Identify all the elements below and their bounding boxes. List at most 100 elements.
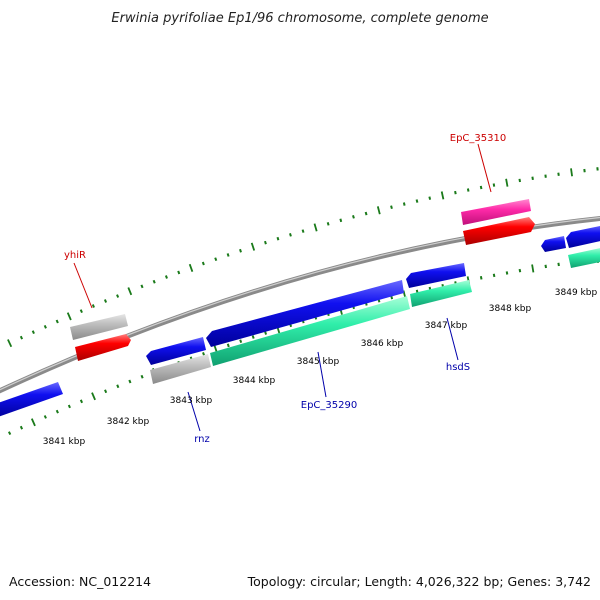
outer-minor-tick [239, 248, 242, 253]
inner-minor-tick [505, 271, 509, 275]
gene-teal-b[interactable] [410, 280, 472, 307]
gene-blue-a[interactable] [146, 337, 206, 365]
outer-minor-tick [557, 172, 560, 176]
inner-minor-tick [128, 379, 132, 384]
tick-label-3848: 3848 kbp [489, 304, 532, 314]
tick-label-3842: 3842 kbp [107, 417, 150, 427]
inner-major-tick [30, 418, 36, 427]
outer-minor-tick [289, 233, 292, 237]
outer-major-tick [505, 178, 509, 187]
accession-text: Accession: NC_012214 [9, 574, 151, 589]
outer-major-tick [127, 287, 133, 296]
inner-minor-tick [239, 339, 243, 344]
topology-text: Topology: circular; Length: 4,026,322 bp… [247, 574, 591, 589]
outer-minor-tick [19, 335, 24, 340]
gene-blue-left[interactable] [0, 382, 63, 418]
inner-major-tick [531, 264, 535, 273]
gene-blue-small[interactable] [541, 236, 566, 252]
gene-labels: yhiR EpC_35310 rnz EpC_35290 hsdS [64, 133, 506, 445]
outer-minor-tick [415, 199, 419, 203]
tick-label-3846: 3846 kbp [361, 339, 404, 349]
outer-minor-tick [301, 229, 305, 233]
inner-minor-tick [226, 343, 230, 348]
outer-major-tick [188, 263, 194, 273]
outer-minor-tick [364, 211, 368, 216]
outer-minor-tick [116, 294, 120, 298]
outer-minor-tick [91, 304, 95, 308]
outer-minor-tick [390, 205, 393, 209]
inner-minor-tick [67, 404, 71, 409]
tick-labels: 3841 kbp 3842 kbp 3843 kbp 3844 kbp 3845… [43, 288, 598, 447]
label-leaders [73, 143, 492, 432]
gene-blue-b[interactable] [206, 280, 404, 347]
leader-EpC-35310 [477, 143, 492, 193]
outer-minor-tick [454, 190, 457, 195]
gene-yhiR[interactable] [75, 334, 131, 361]
leader-hsdS [446, 317, 459, 361]
outer-minor-tick [103, 299, 108, 303]
outer-minor-tick [164, 275, 168, 279]
inner-minor-tick [557, 262, 560, 267]
gene-teal-right[interactable] [568, 247, 600, 268]
inner-minor-tick [140, 374, 144, 379]
outer-minor-tick [214, 257, 218, 262]
outer-major-tick [250, 242, 256, 251]
inner-minor-tick [544, 264, 547, 269]
outer-minor-tick [55, 319, 59, 324]
outer-minor-tick [518, 178, 521, 183]
inner-minor-tick [202, 352, 206, 356]
tick-label-3844: 3844 kbp [233, 376, 276, 386]
outer-major-tick [440, 191, 445, 200]
inner-minor-tick [264, 331, 268, 335]
outer-tick-ring [7, 167, 599, 348]
outer-minor-tick [152, 279, 156, 284]
tick-label-3841: 3841 kbp [43, 437, 86, 447]
inner-minor-tick [43, 415, 47, 419]
outer-minor-tick [428, 196, 432, 200]
outer-minor-tick [201, 261, 205, 266]
gene-rnz[interactable] [150, 354, 211, 384]
inner-minor-tick [104, 389, 108, 394]
tick-label-3845: 3845 kbp [297, 357, 340, 367]
outer-minor-tick [339, 218, 343, 223]
inner-minor-tick [479, 276, 483, 280]
label-EpC-35310[interactable]: EpC_35310 [450, 133, 506, 144]
inner-minor-tick [79, 399, 84, 404]
gene-blue-right[interactable] [566, 225, 600, 248]
inner-minor-tick [251, 335, 255, 339]
inner-minor-tick [390, 295, 394, 300]
outer-minor-tick [226, 253, 230, 257]
outer-minor-tick [276, 236, 280, 241]
outer-minor-tick [352, 215, 355, 219]
outer-major-tick [313, 223, 318, 232]
label-yhiR[interactable]: yhiR [64, 250, 86, 261]
outer-major-tick [376, 206, 381, 215]
inner-minor-tick [55, 409, 59, 414]
outer-minor-tick [479, 185, 483, 190]
leader-rnz [187, 391, 201, 432]
gene-EpC-35310[interactable] [463, 217, 535, 245]
label-EpC-35290[interactable]: EpC_35290 [301, 400, 357, 411]
leader-yhiR [73, 262, 93, 309]
inner-minor-tick [492, 273, 496, 278]
outer-minor-tick [492, 183, 496, 187]
label-hsdS[interactable]: hsdS [446, 362, 470, 373]
outer-minor-tick [79, 309, 83, 313]
outer-minor-tick [43, 324, 47, 329]
outer-minor-tick [31, 330, 35, 335]
gene-hsdS[interactable] [406, 263, 466, 288]
label-rnz[interactable]: rnz [194, 434, 210, 445]
inner-minor-tick [19, 425, 24, 430]
gene-EpC-35290[interactable] [210, 296, 410, 366]
map-title: Erwinia pyrifoliae Ep1/96 chromosome, co… [111, 11, 488, 26]
outer-minor-tick [264, 240, 267, 245]
inner-minor-tick [7, 431, 12, 436]
outer-major-tick [7, 339, 13, 348]
gene-yhiR-pseudo[interactable] [70, 314, 128, 340]
leader-EpC-35290 [317, 351, 327, 398]
outer-minor-tick [466, 188, 470, 192]
inner-minor-tick [518, 268, 522, 273]
gene-EpC-35310-pink[interactable] [461, 199, 531, 225]
outer-minor-tick [531, 176, 534, 181]
